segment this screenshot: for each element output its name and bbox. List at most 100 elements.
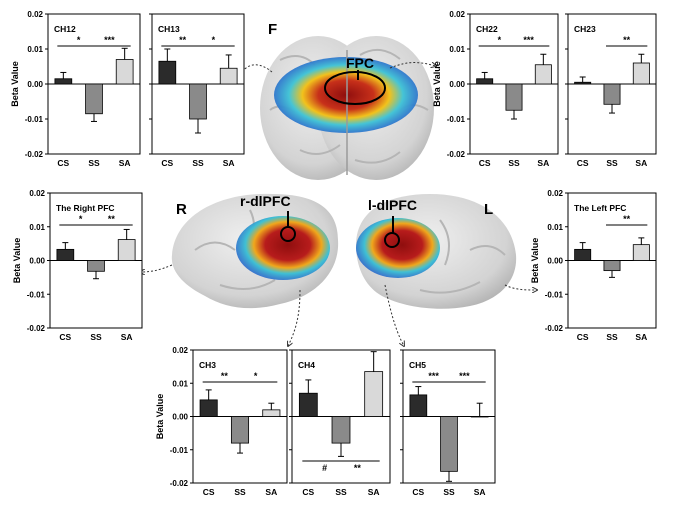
the-right-pfc-ylabel: Beta Value <box>12 238 22 284</box>
ch12-ytick-label: -0.02 <box>25 150 44 159</box>
ch3-ytick-label: -0.01 <box>170 446 189 455</box>
the-left-pfc-ytick-label: 0.02 <box>547 189 563 198</box>
ch23-bar-cs <box>574 81 592 85</box>
chart-panel-ch12: CH12 0.02 0.01 0.00 -0.01 -0.02 Beta Value CS SS… <box>10 10 141 168</box>
ch12-bar-sa <box>115 59 134 85</box>
chart-panel-ch4: CH4 CS SS SA # ** <box>289 349 391 497</box>
chart-panel-ch23: CH23 CS SS SA ** <box>565 13 657 168</box>
the-left-pfc-ytick-label: -0.02 <box>545 324 564 333</box>
ch12-ytick-label: -0.01 <box>25 115 44 124</box>
the-right-pfc-ytick-label: 0.00 <box>29 257 45 266</box>
the-right-pfc-bar-cs <box>56 248 75 261</box>
ch23-xtick-ss: SS <box>606 158 618 168</box>
ch3-ytick-label: -0.02 <box>170 479 189 488</box>
ch12-ylabel: Beta Value <box>10 61 20 107</box>
ch5-title: CH5 <box>409 360 426 370</box>
ch12-bar-cs <box>54 78 73 85</box>
ch22-ytick-label: 0.00 <box>449 80 465 89</box>
the-left-pfc-title: The Left PFC <box>574 203 626 213</box>
chart-panel-ch3: CH3 0.02 0.01 0.00 -0.01 -0.02 Beta Value CS SS S… <box>155 346 288 497</box>
chart-panel-left-pfc: The Left PFC 0.02 0.01 0.00 -0.01 -0.02 Beta V… <box>530 189 657 342</box>
ch4-sig-label: # <box>322 463 327 473</box>
ch13-bar-ss <box>189 83 207 120</box>
ch4-xtick-cs: CS <box>302 487 314 497</box>
fpc-label: FPC <box>346 55 374 71</box>
left-brain-folds <box>419 219 506 294</box>
ch12-bar-ss <box>85 83 103 115</box>
ch3-ytick-label: 0.01 <box>172 379 188 388</box>
the-left-pfc-bar-sa <box>632 244 650 261</box>
chart-panel-ch22: CH22 0.02 0.01 0.00 -0.01 -0.02 Beta Value CS SS… <box>432 10 559 168</box>
ch22-ylabel: Beta Value <box>432 61 442 107</box>
ch5-xtick-cs: CS <box>412 487 424 497</box>
the-right-pfc-title: The Right PFC <box>56 203 115 213</box>
ch12-xtick-cs: CS <box>57 158 69 168</box>
the-left-pfc-ytick-label: 0.00 <box>547 257 563 266</box>
r-dlpfc-label: r-dlPFC <box>240 193 291 209</box>
arrow-to-ch22 <box>389 63 436 69</box>
the-right-pfc-sig-label: ** <box>108 214 116 224</box>
the-right-pfc-ytick-label: -0.02 <box>27 324 46 333</box>
ch5-bar-cs <box>409 394 428 417</box>
ch22-ytick-label: 0.02 <box>449 10 465 19</box>
frontal-activation-map <box>274 57 418 133</box>
the-left-pfc-ytick-label: -0.01 <box>545 290 564 299</box>
left-side-label: L <box>484 201 493 218</box>
ch22-bar-ss <box>505 83 523 111</box>
the-left-pfc-ylabel: Beta Value <box>530 238 540 284</box>
the-right-pfc-ytick-label: -0.01 <box>27 290 46 299</box>
ch3-xtick-sa: SA <box>265 487 277 497</box>
ch4-title: CH4 <box>298 360 315 370</box>
ch23-xtick-cs: CS <box>577 158 589 168</box>
ch12-title: CH12 <box>54 24 76 34</box>
ch22-sig-label: *** <box>523 35 534 45</box>
ch3-ytick-label: 0.00 <box>172 413 188 422</box>
ch22-bar-cs <box>476 78 494 85</box>
connector-arrows <box>140 63 537 347</box>
right-side-label: R <box>176 201 187 218</box>
ch4-bar-ss <box>331 416 351 444</box>
ch4-bar-sa <box>364 371 384 417</box>
ch3-xtick-cs: CS <box>203 487 215 497</box>
ch13-xtick-sa: SA <box>223 158 235 168</box>
ch5-bar-sa <box>470 416 489 418</box>
ch13-title: CH13 <box>158 24 180 34</box>
the-right-pfc-ytick-label: 0.01 <box>29 223 45 232</box>
arrow-to-right-pfc <box>140 264 173 272</box>
ch3-bar-ss <box>230 416 250 444</box>
right-brain-view: R r-dlPFC <box>171 193 339 309</box>
ch5-sig-label: *** <box>428 371 439 381</box>
ch12-sig-label: * <box>77 35 81 45</box>
ch4-bar-cs <box>298 392 318 417</box>
the-left-pfc-xtick-ss: SS <box>606 332 618 342</box>
ch3-sig-label: ** <box>221 371 229 381</box>
ch13-sig-label: ** <box>179 35 187 45</box>
arrow-to-ch5 <box>384 284 404 346</box>
left-brain-view: L l-dlPFC <box>356 194 517 309</box>
ch3-bar-sa <box>262 409 281 417</box>
ch13-sig-label: * <box>212 35 216 45</box>
frontal-brain-view: F FPC <box>260 21 434 180</box>
the-left-pfc-bar-cs <box>574 248 592 261</box>
ch12-sig-label: *** <box>104 35 115 45</box>
ch23-bar-ss <box>603 83 621 105</box>
the-left-pfc-ytick-label: 0.01 <box>547 223 563 232</box>
ch13-bar-cs <box>158 60 177 85</box>
ch3-ylabel: Beta Value <box>155 394 165 440</box>
frontal-brain-folds <box>269 48 429 164</box>
ch23-bar-sa <box>632 62 650 85</box>
ch4-xtick-sa: SA <box>368 487 380 497</box>
ch12-xtick-ss: SS <box>88 158 100 168</box>
fpc-marker-circle <box>324 71 386 105</box>
ch22-sig-label: * <box>498 35 502 45</box>
ch23-title: CH23 <box>574 24 596 34</box>
ch5-xtick-sa: SA <box>474 487 486 497</box>
ch13-xtick-cs: CS <box>161 158 173 168</box>
ch23-xtick-sa: SA <box>635 158 647 168</box>
the-right-pfc-ytick-label: 0.02 <box>29 189 45 198</box>
ch5-sig-label: *** <box>459 371 470 381</box>
the-right-pfc-bar-ss <box>87 260 105 272</box>
ch3-bar-cs <box>199 399 218 417</box>
